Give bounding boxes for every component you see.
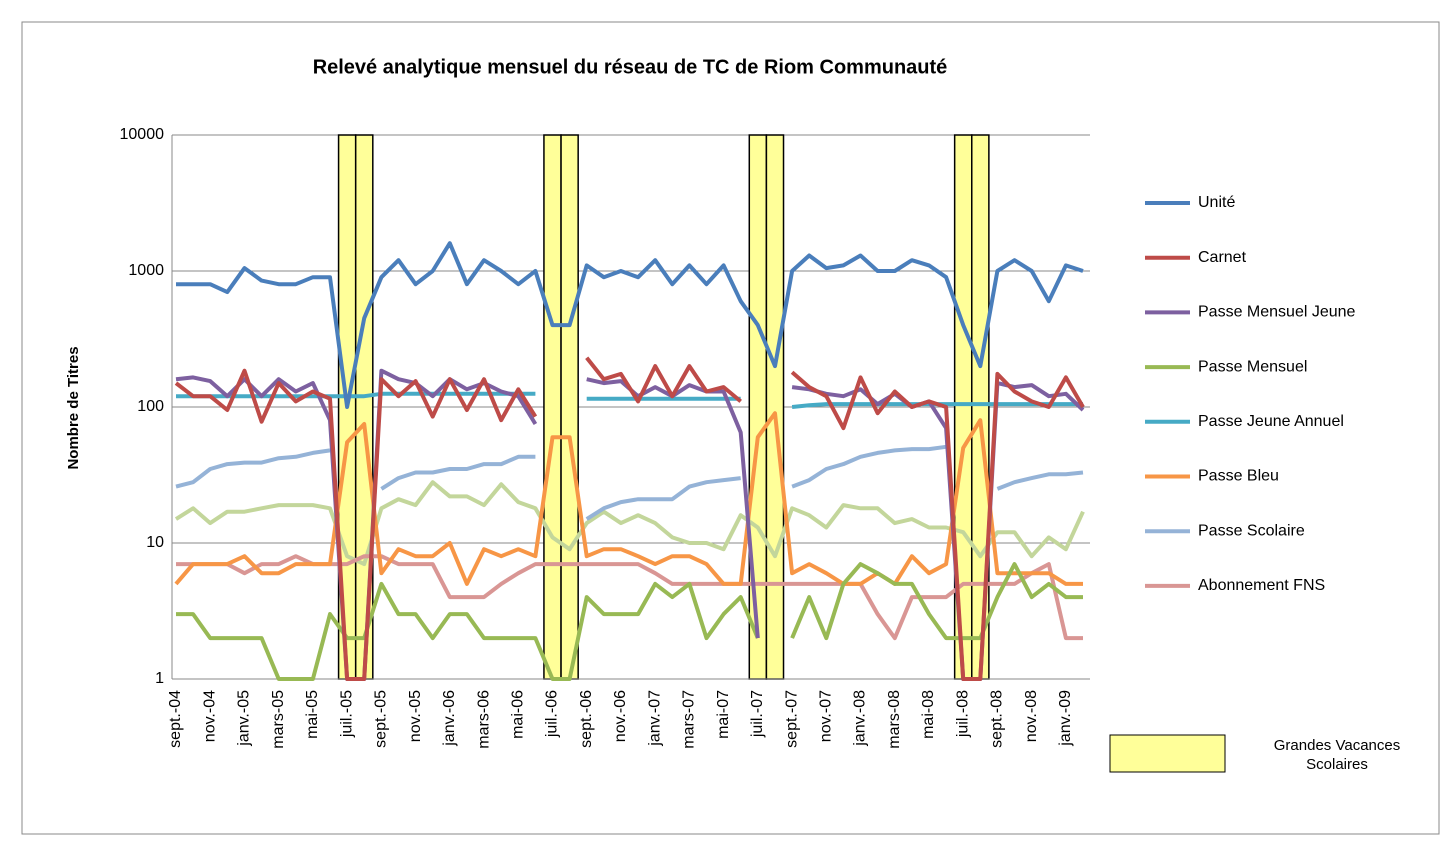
- x-tick-label: juil.-08: [954, 690, 971, 738]
- x-tick-label: sept.-04: [167, 690, 184, 748]
- x-tick-label: janv.-05: [236, 690, 253, 747]
- x-tick-label: nov.-08: [1023, 690, 1040, 742]
- x-tick-label: mars-07: [681, 690, 698, 749]
- legend-label: Unité: [1198, 194, 1235, 211]
- x-tick-label: mai-08: [920, 690, 937, 739]
- highlight-bar: [748, 134, 768, 680]
- legend-label: Passe Mensuel Jeune: [1198, 304, 1356, 321]
- x-tick-label: mars-05: [270, 690, 287, 749]
- legend-label: Passe Jeune Annuel: [1198, 413, 1344, 430]
- x-tick-label: mai-07: [715, 690, 732, 739]
- highlight-bar: [543, 134, 562, 680]
- x-tick-label: janv.-06: [441, 690, 458, 747]
- x-tick-label: juil.-06: [544, 690, 561, 738]
- y-tick-label: 100: [137, 398, 164, 415]
- x-tick-label: janv.-08: [852, 690, 869, 747]
- highlight-legend-swatch: [1109, 734, 1226, 773]
- series-line: [174, 411, 1083, 586]
- x-tick-label: nov.-05: [407, 690, 424, 742]
- chart-title: Relevé analytique mensuel du réseau de T…: [313, 56, 948, 78]
- chart-border: [21, 21, 1440, 835]
- highlight-legend-label: Grandes Vacances Scolaires: [1273, 737, 1401, 773]
- series-line: [174, 480, 1085, 567]
- x-tick-label: nov.-06: [612, 690, 629, 742]
- x-tick-label: juil.-07: [749, 690, 766, 738]
- y-tick-label: 1: [155, 670, 164, 687]
- x-tick-label: janv.-07: [646, 690, 663, 747]
- legend-label: Carnet: [1198, 249, 1247, 266]
- x-tick-label: mai-06: [509, 690, 526, 739]
- x-tick-label: nov.-07: [818, 690, 835, 742]
- series-line: [174, 356, 1085, 681]
- legend-label: Passe Bleu: [1198, 468, 1279, 485]
- x-tick-label: mai-05: [304, 690, 321, 739]
- highlight-bar: [765, 134, 785, 680]
- x-tick-label: sept.-06: [578, 690, 595, 748]
- x-tick-label: mars-08: [886, 690, 903, 749]
- y-tick-label: 10: [146, 534, 164, 551]
- legend-label: Passe Mensuel: [1198, 358, 1307, 375]
- y-tick-label: 1000: [128, 262, 164, 279]
- highlight-bar: [560, 134, 579, 680]
- x-tick-label: sept.-07: [783, 690, 800, 748]
- legend-label: Passe Scolaire: [1198, 522, 1305, 539]
- x-tick-label: nov.-04: [201, 690, 218, 742]
- x-tick-label: sept.-05: [373, 690, 390, 748]
- x-tick-label: sept.-08: [989, 690, 1006, 748]
- y-tick-label: 10000: [120, 126, 165, 143]
- series-line: [176, 562, 1083, 681]
- x-tick-label: juil.-05: [338, 690, 355, 738]
- x-tick-label: mars-06: [475, 690, 492, 749]
- series-line: [175, 444, 1084, 521]
- y-axis-label: Nombre de Titres: [65, 346, 82, 469]
- legend-label: Abonnement FNS: [1198, 577, 1325, 594]
- series-line: [176, 241, 1084, 409]
- x-tick-label: janv.-09: [1057, 690, 1074, 747]
